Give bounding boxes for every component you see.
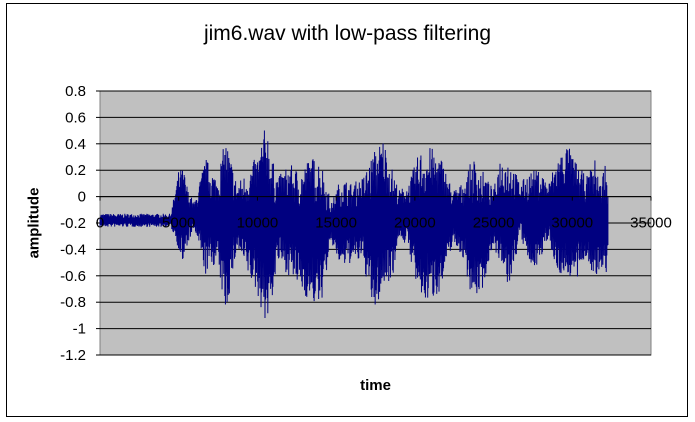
- y-tick-label: 0: [78, 189, 86, 206]
- chart-title: jim6.wav with low-pass filtering: [203, 22, 492, 45]
- y-tick-label: 0.2: [65, 162, 86, 179]
- x-axis-label: time: [360, 377, 391, 394]
- waveform-line: [99, 130, 609, 319]
- y-tick-label: -1.2: [60, 347, 86, 364]
- x-tick-label: 10000: [237, 215, 279, 232]
- y-tick-label: 0.6: [65, 109, 86, 126]
- y-tick-label: -1: [73, 321, 86, 338]
- waveform-series: [99, 130, 609, 319]
- x-tick-label: 20000: [394, 215, 436, 232]
- y-tick-label: -0.8: [60, 294, 86, 311]
- x-tick-label: 25000: [473, 215, 515, 232]
- y-tick-label: 0.8: [65, 83, 86, 100]
- x-tick-label: 5000: [162, 215, 195, 232]
- y-tick-label: -0.2: [60, 215, 86, 232]
- y-tick-label: -0.6: [60, 268, 86, 285]
- y-tick-label: -0.4: [60, 241, 86, 258]
- x-tick-label: 30000: [551, 215, 593, 232]
- x-tick-label: 15000: [315, 215, 357, 232]
- x-tick-label: 35000: [630, 215, 672, 232]
- y-axis-ticks: 0.8 0.6 0.4 0.2 0 -0.2 -0.4 -0.6 -0.8 -1 -1.2: [60, 83, 100, 364]
- y-tick-label: 0.4: [65, 136, 86, 153]
- y-axis-label: amplitude: [25, 187, 43, 259]
